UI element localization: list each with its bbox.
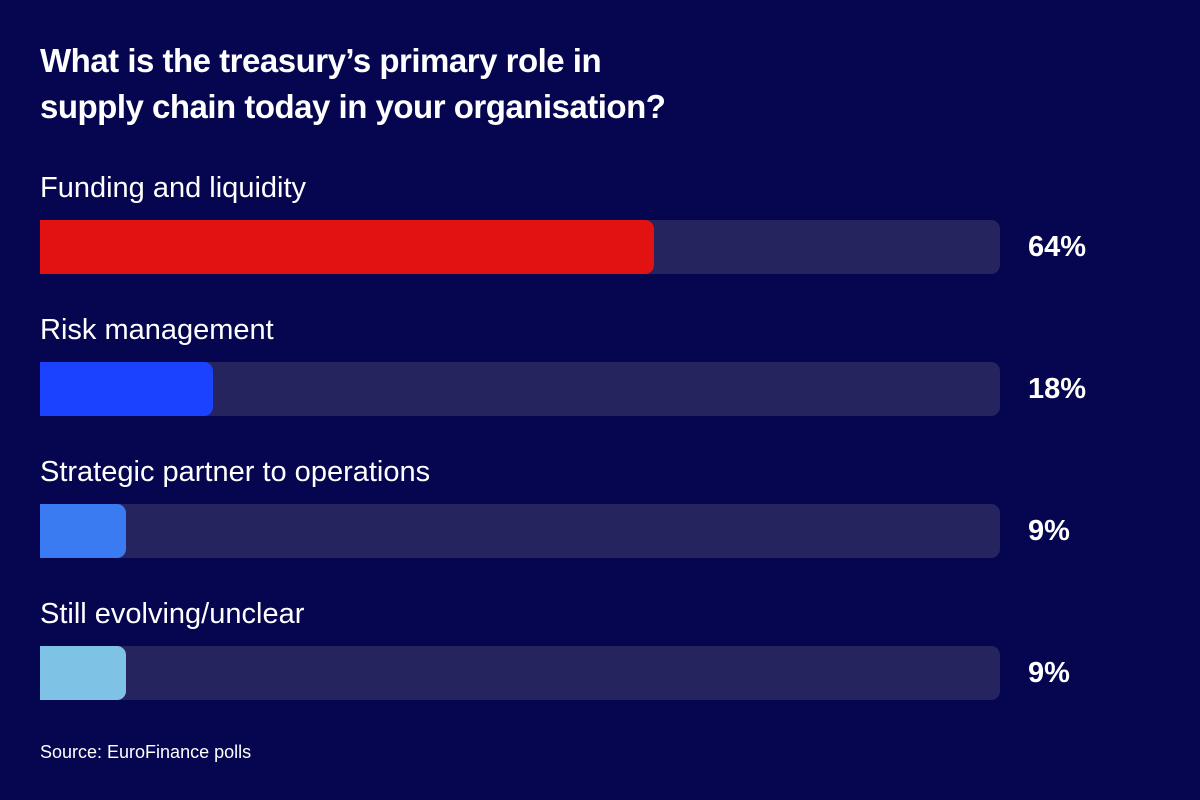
bar-row: Strategic partner to operations 9% bbox=[40, 444, 1160, 564]
bar-row: Still evolving/unclear 9% bbox=[40, 586, 1160, 706]
chart-title-line-1: What is the treasury’s primary role in bbox=[40, 42, 602, 79]
bar-row: Risk management 18% bbox=[40, 302, 1160, 422]
bar-category-label: Still evolving/unclear bbox=[40, 598, 305, 630]
chart-title-line-2: supply chain today in your organisation? bbox=[40, 88, 666, 125]
bar-track bbox=[40, 646, 1000, 700]
bar-value-label: 9% bbox=[1028, 515, 1070, 547]
bar-row: Funding and liquidity 64% bbox=[40, 160, 1160, 280]
bar-category-label: Risk management bbox=[40, 314, 274, 346]
bar bbox=[40, 646, 126, 700]
bar-track bbox=[40, 220, 1000, 274]
bar-track bbox=[40, 504, 1000, 558]
chart-title: What is the treasury’s primary role in s… bbox=[40, 38, 940, 130]
source-note: Source: EuroFinance polls bbox=[40, 742, 252, 762]
bar-value-label: 64% bbox=[1028, 231, 1087, 263]
bar bbox=[40, 504, 126, 558]
bar bbox=[40, 220, 654, 274]
bar-category-label: Strategic partner to operations bbox=[40, 456, 431, 488]
bar-value-label: 18% bbox=[1028, 373, 1087, 405]
bar-category-label: Funding and liquidity bbox=[40, 172, 307, 204]
bar-track bbox=[40, 362, 1000, 416]
bar-value-label: 9% bbox=[1028, 657, 1070, 689]
bar bbox=[40, 362, 213, 416]
